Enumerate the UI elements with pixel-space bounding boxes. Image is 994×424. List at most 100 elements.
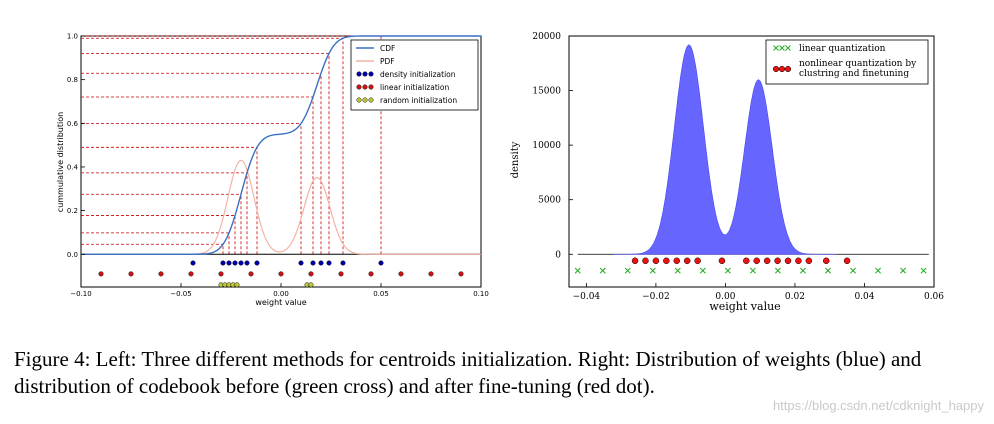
left-legend-marker-swatch	[368, 84, 374, 90]
left-legend-marker-swatch	[368, 71, 374, 77]
right-legend-cross-swatch	[773, 45, 779, 51]
nonlinear-centroid-point	[652, 257, 660, 265]
nonlinear-centroid-point	[753, 257, 760, 265]
right-y-tick-label: 20000	[532, 32, 561, 42]
figure-caption: Figure 4: Left: Three different methods …	[14, 347, 922, 398]
right-legend-marker-swatch	[772, 65, 780, 73]
right-y-ticks: 0 5000 10000 15000 20000	[532, 32, 573, 260]
linear-centroid-cross	[825, 267, 831, 274]
linear-centroid-cross	[749, 267, 756, 274]
density-init-point	[378, 260, 384, 266]
left-legend: CDF PDF density initialization linear initi…	[350, 39, 479, 111]
density-init-point	[220, 260, 226, 266]
right-x-axis-label: weight value	[709, 300, 780, 313]
right-legend-cross-swatch	[785, 45, 791, 51]
left-x-tick-label: 0.10	[473, 290, 489, 298]
density-init-point	[310, 260, 316, 266]
linear-centroid-cross	[920, 267, 927, 274]
left-curves	[81, 35, 481, 256]
left-legend-marker-swatch	[356, 71, 362, 77]
right-legend-label: linear quantization	[799, 44, 886, 54]
nonlinear-centroid-point	[805, 257, 813, 265]
density-init-point	[326, 260, 332, 266]
density-init-point	[340, 260, 346, 266]
right-legend: linear quantization nonlinear quantizatio…	[765, 39, 929, 85]
right-x-tick-label: −0.02	[642, 292, 670, 302]
weight-density-area	[614, 44, 837, 255]
left-legend-marker-swatch	[356, 84, 362, 90]
linear-centroid-cross	[599, 267, 606, 274]
right-markers	[574, 257, 927, 274]
nonlinear-centroid-point	[774, 257, 781, 265]
density-init-point	[318, 260, 324, 266]
right-x-tick-label: 0.00	[715, 292, 735, 302]
linear-init-point	[308, 271, 314, 277]
right-y-tick-label: 0	[555, 250, 561, 260]
left-y-axis-label: cummulative distribution	[56, 112, 65, 212]
density-init-point	[244, 260, 250, 266]
nonlinear-centroid-point	[673, 257, 681, 265]
nonlinear-centroid-point	[642, 257, 649, 265]
density-init-point	[190, 260, 196, 266]
linear-init-point	[248, 271, 254, 277]
left-y-tick-label: 0.2	[67, 207, 78, 215]
right-y-tick-label: 5000	[538, 196, 561, 206]
linear-centroid-cross	[850, 267, 856, 274]
nonlinear-centroid-point	[784, 257, 792, 265]
nonlinear-centroid-point	[843, 257, 851, 265]
left-chart: −0.10 −0.05 0.00 0.05 0.10 0.0 0.2 0.4 0.6 0.8 1.…	[56, 33, 489, 308]
left-legend-marker-swatch	[362, 71, 368, 77]
left-legend-marker-swatch	[362, 84, 368, 90]
right-y-tick-label: 10000	[532, 141, 561, 151]
linear-centroid-cross	[799, 267, 806, 274]
right-x-tick-label: 0.02	[785, 292, 805, 302]
linear-init-point	[428, 271, 434, 277]
linear-centroid-cross	[699, 267, 706, 274]
linear-centroid-cross	[900, 267, 907, 274]
linear-centroid-cross	[574, 267, 581, 274]
left-y-ticks: 0.0 0.2 0.4 0.6 0.8 1.0	[67, 33, 85, 259]
nonlinear-centroid-point	[763, 257, 771, 265]
left-legend-label: density initialization	[380, 70, 456, 79]
linear-centroid-cross	[875, 267, 881, 274]
left-x-tick-label: 0.05	[373, 290, 389, 298]
right-chart: −0.04 −0.02 0.00 0.02 0.04 0.06 0 5000 10000 150…	[510, 32, 944, 313]
left-legend-label: PDF	[380, 57, 395, 66]
left-y-tick-label: 1.0	[67, 33, 78, 41]
right-y-tick-label: 15000	[532, 87, 561, 97]
right-legend-marker-swatch	[778, 65, 786, 73]
left-y-tick-label: 0.4	[67, 163, 79, 171]
nonlinear-centroid-point	[694, 257, 701, 265]
left-legend-label: CDF	[380, 44, 395, 53]
left-legend-marker-swatch	[356, 97, 362, 103]
nonlinear-centroid-point	[718, 257, 726, 265]
left-x-tick-label: −0.10	[70, 290, 91, 298]
watermark: https://blog.csdn.net/cdknight_happy	[772, 398, 984, 413]
left-markers	[98, 260, 464, 288]
linear-init-point	[98, 271, 104, 277]
linear-init-point	[368, 271, 374, 277]
density-init-point	[238, 260, 244, 266]
right-legend-label-line: nonlinear quantization by	[799, 59, 917, 69]
random-init-point	[234, 282, 240, 288]
nonlinear-centroid-point	[743, 257, 750, 265]
left-legend-marker-swatch	[362, 97, 368, 103]
nonlinear-centroid-point	[631, 257, 639, 265]
left-legend-label: random initialization	[380, 96, 457, 105]
left-legend-label: linear initialization	[380, 83, 449, 92]
left-y-tick-label: 0.0	[67, 251, 78, 259]
linear-init-point	[398, 271, 404, 277]
linear-centroid-cross	[624, 267, 631, 274]
left-legend-marker-swatch	[368, 97, 374, 103]
right-y-axis-label: density	[510, 141, 521, 178]
linear-init-point	[188, 271, 194, 277]
density-init-point	[226, 260, 232, 266]
linear-init-point	[458, 271, 464, 277]
cdf-curve	[81, 35, 481, 256]
nonlinear-centroid-point	[822, 257, 830, 265]
linear-init-point	[218, 271, 224, 277]
right-x-tick-label: 0.04	[854, 292, 874, 302]
left-reference-lines	[81, 35, 382, 255]
right-histogram	[577, 44, 929, 255]
